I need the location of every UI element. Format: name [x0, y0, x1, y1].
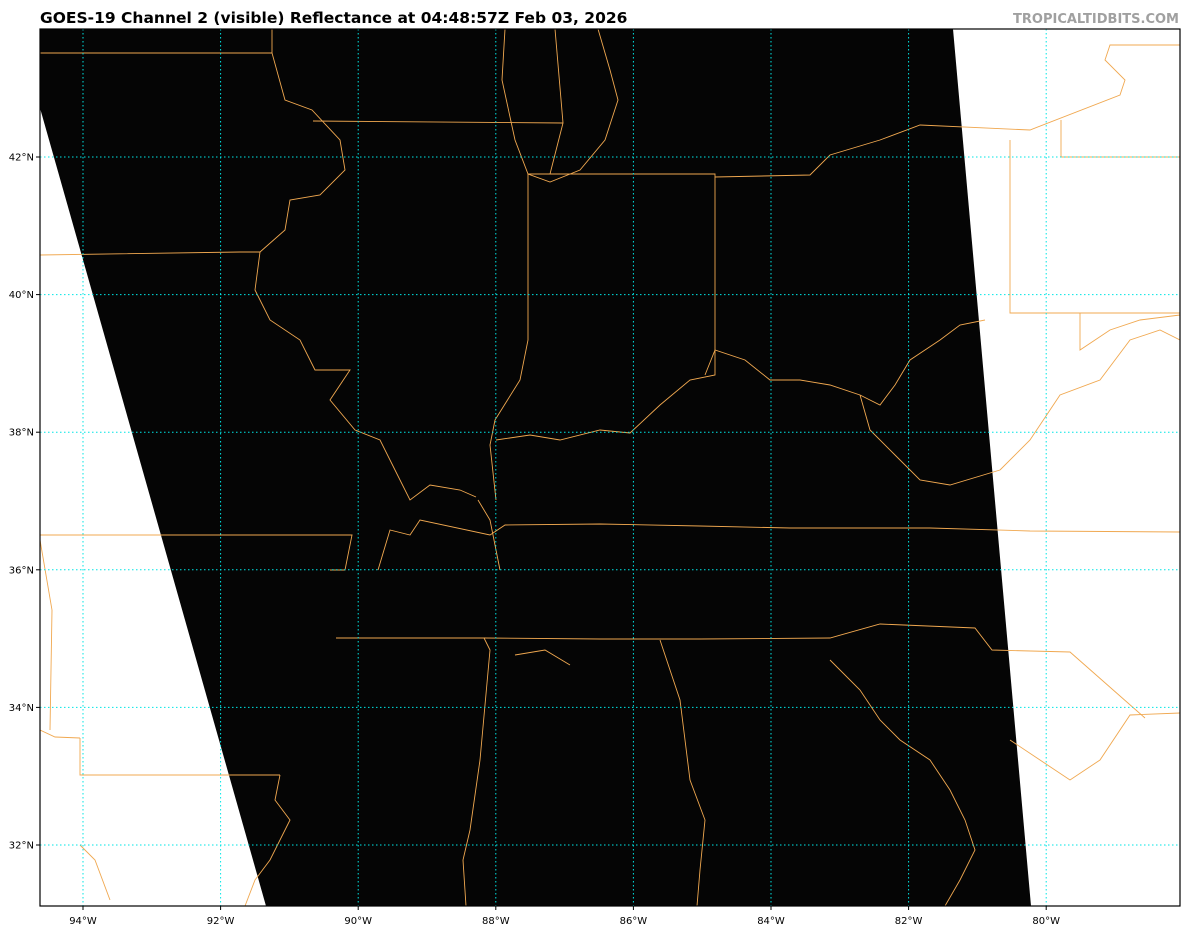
longitude-tick-label: 90°W: [344, 916, 372, 927]
border-line: [714, 44, 1180, 178]
longitude-tick-label: 82°W: [895, 916, 923, 927]
map-title: GOES-19 Channel 2 (visible) Reflectance …: [40, 9, 628, 27]
longitude-tick-label: 84°W: [757, 916, 785, 927]
latitude-tick-label: 42°N: [9, 153, 34, 164]
border-line: [829, 659, 976, 906]
border-line: [40, 729, 81, 739]
border-line: [528, 173, 716, 376]
border-line: [462, 637, 491, 906]
longitude-tick-label: 86°W: [620, 916, 648, 927]
latitude-tick-label: 38°N: [9, 428, 34, 439]
longitude-tick-label: 88°W: [482, 916, 510, 927]
border-line: [659, 639, 706, 906]
map-frame: [39, 28, 1181, 907]
credit-label: TROPICALTIDBITS.COM: [1013, 12, 1179, 27]
border-line: [514, 649, 571, 666]
border-line: [859, 394, 1001, 486]
border-line: [1009, 140, 1180, 314]
latitude-tick-label: 32°N: [9, 841, 34, 852]
border-line: [1009, 712, 1180, 781]
longitude-tick-label: 80°W: [1032, 916, 1060, 927]
border-line: [999, 329, 1180, 471]
border-line: [495, 319, 986, 441]
border-line: [254, 251, 477, 501]
border-line: [79, 844, 111, 901]
satellite-imagery-swath: [40, 29, 1031, 906]
border-line: [336, 623, 1146, 719]
border-line: [40, 350, 53, 731]
map-layer: [40, 29, 1180, 906]
border-line: [501, 29, 619, 183]
border-line: [79, 738, 280, 776]
longitude-tick-label: 92°W: [207, 916, 235, 927]
latitude-tick-label: 34°N: [9, 703, 34, 714]
border-line: [489, 174, 529, 501]
border-line: [40, 29, 346, 256]
border-line: [477, 499, 501, 571]
border-line: [244, 774, 291, 906]
border-line: [377, 519, 1180, 571]
border-line: [312, 120, 564, 124]
border-line: [549, 29, 564, 175]
border-line: [1079, 313, 1180, 351]
latitude-tick-label: 36°N: [9, 565, 34, 576]
latitude-tick-label: 40°N: [9, 290, 34, 301]
longitude-tick-label: 94°W: [69, 916, 97, 927]
